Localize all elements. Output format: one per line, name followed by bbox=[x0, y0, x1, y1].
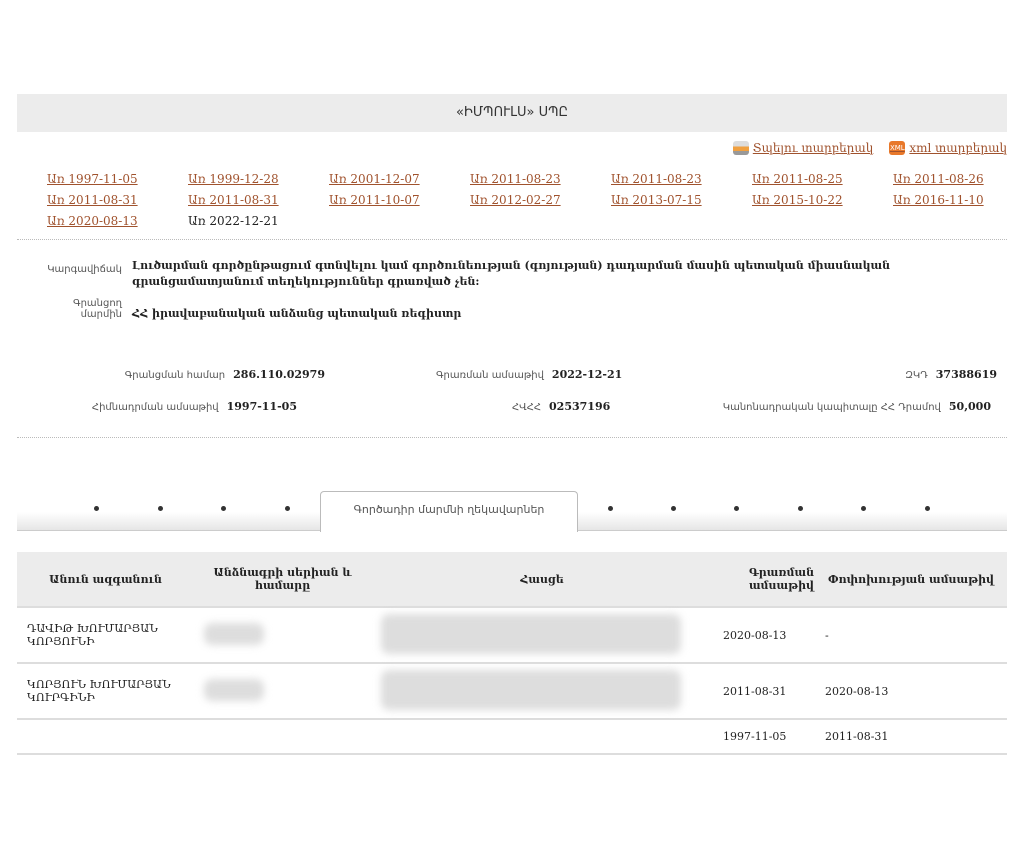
passport-cell bbox=[194, 607, 371, 664]
capital: Կանոնադրական կապիտալը ՀՀ Դրամով 50,000 bbox=[723, 400, 991, 413]
printer-icon bbox=[732, 141, 749, 155]
export-links: Տպելու տարբերակ XML xml տարբերակ bbox=[732, 141, 1007, 155]
version-link[interactable]: Առ 2020-08-13 bbox=[47, 214, 138, 228]
tab-executive-heads[interactable]: Գործադիր մարմնի ղեկավարներ bbox=[320, 491, 578, 532]
version-link[interactable]: Առ 1997-11-05 bbox=[47, 172, 138, 186]
col-reg-date: Գրառման ամսաթիվ bbox=[713, 552, 815, 608]
version-link[interactable]: Առ 2011-08-25 bbox=[752, 172, 843, 186]
tab-dot[interactable] bbox=[221, 506, 226, 511]
reg-date-label: Գրառման ամսաթիվ bbox=[436, 370, 544, 381]
reg-number: Գրանցման համար 286.110.02979 bbox=[125, 368, 325, 381]
version-links: Առ 1997-11-05 Առ 1999-12-28 Առ 2001-12-07 Ա… bbox=[17, 172, 1007, 231]
status-row: Կարգավիճակ Լուծարման գործընթացում գտնվել… bbox=[30, 258, 930, 290]
version-link[interactable]: Առ 2001-12-07 bbox=[329, 172, 420, 186]
reg-number-value: 286.110.02979 bbox=[233, 368, 325, 381]
reg-number-label: Գրանցման համար bbox=[124, 370, 226, 381]
zkd: ԶԿԴ 37388619 bbox=[905, 368, 997, 381]
tab-dot[interactable] bbox=[798, 506, 803, 511]
version-link[interactable]: Առ 2011-08-31 bbox=[47, 193, 138, 207]
reg-date: Գրառման ամսաթիվ 2022-12-21 bbox=[436, 368, 622, 381]
registrar-value: ՀՀ իրավաբանական անձանց պետական ռեգիստր bbox=[132, 307, 462, 320]
passport-cell bbox=[194, 719, 371, 755]
version-link[interactable]: Առ 2013-07-15 bbox=[611, 193, 702, 207]
col-passport: Անձնագրի սերիան և համարը bbox=[194, 552, 371, 608]
address-cell bbox=[371, 607, 713, 664]
executives-table: Անուն ազգանուն Անձնագրի սերիան և համարը … bbox=[17, 552, 1007, 755]
version-link[interactable]: Առ 2011-08-23 bbox=[470, 172, 561, 186]
capital-label: Կանոնադրական կապիտալը ՀՀ Դրամով bbox=[722, 402, 941, 413]
tab-dot[interactable] bbox=[94, 506, 99, 511]
passport-cell bbox=[194, 663, 371, 720]
print-version-link[interactable]: Տպելու տարբերակ bbox=[732, 141, 874, 155]
col-name: Անուն ազգանուն bbox=[17, 552, 194, 608]
status-label: Կարգավիճակ bbox=[47, 264, 122, 275]
redacted-passport bbox=[204, 622, 264, 645]
reg-date-cell: 2011-08-31 bbox=[713, 663, 815, 720]
tab-dot[interactable] bbox=[158, 506, 163, 511]
col-address: Հասցե bbox=[371, 552, 713, 608]
xml-version-link[interactable]: XML xml տարբերակ bbox=[889, 141, 1007, 155]
version-link[interactable]: Առ 2011-08-23 bbox=[611, 172, 702, 186]
status-value: Լուծարման գործընթացում գտնվելու կամ գործ… bbox=[132, 259, 891, 288]
redacted-passport bbox=[204, 678, 264, 701]
version-link[interactable]: Առ 1999-12-28 bbox=[188, 172, 279, 186]
version-link[interactable]: Առ 2012-02-27 bbox=[470, 193, 561, 207]
name-cell: ԴԱՎԻԹ ԽՈՒՄԱՐՅԱՆ ԿՈՐՅՈՒՆԻ bbox=[17, 607, 194, 664]
found-date-value: 1997-11-05 bbox=[226, 400, 297, 413]
table-row: ԿՈՐՅՈՒՆ ԽՈՒՄԱՐՅԱՆ ԿՈՒՐԳԻՆԻ 2011-08-31 20… bbox=[17, 663, 1007, 720]
address-cell bbox=[371, 719, 713, 755]
company-title: «ԻՄՊՈՒԼՍ» ՍՊԸ bbox=[17, 94, 1007, 132]
address-cell bbox=[371, 663, 713, 720]
version-link[interactable]: Առ 2011-10-07 bbox=[329, 193, 420, 207]
tab-dot[interactable] bbox=[861, 506, 866, 511]
xml-icon: XML bbox=[889, 141, 906, 155]
tin: ՀՎՀՀ 02537196 bbox=[512, 400, 610, 413]
redacted-address bbox=[381, 669, 681, 710]
divider bbox=[17, 239, 1007, 240]
change-date-cell: 2011-08-31 bbox=[815, 719, 1007, 755]
name-cell: ԿՈՐՅՈՒՆ ԽՈՒՄԱՐՅԱՆ ԿՈՒՐԳԻՆԻ bbox=[17, 663, 194, 720]
version-link[interactable]: Առ 2015-10-22 bbox=[752, 193, 843, 207]
reg-date-cell: 1997-11-05 bbox=[713, 719, 815, 755]
found-date-label: Հիմնադրման ամսաթիվ bbox=[91, 402, 219, 413]
tab-dot[interactable] bbox=[925, 506, 930, 511]
tab-bar: Գործադիր մարմնի ղեկավարներ bbox=[17, 490, 1007, 532]
divider bbox=[17, 437, 1007, 438]
name-cell bbox=[17, 719, 194, 755]
tab-dot[interactable] bbox=[671, 506, 676, 511]
change-date-cell: - bbox=[815, 607, 1007, 664]
capital-value: 50,000 bbox=[948, 400, 991, 413]
registrar-row: Գրանցող մարմին ՀՀ իրավաբանական անձանց պե… bbox=[30, 298, 930, 320]
reg-date-value: 2022-12-21 bbox=[551, 368, 623, 381]
zkd-value: 37388619 bbox=[935, 368, 997, 381]
registrar-label: Գրանցող մարմին bbox=[73, 298, 122, 320]
table-row: ԴԱՎԻԹ ԽՈՒՄԱՐՅԱՆ ԿՈՐՅՈՒՆԻ 2020-08-13 - bbox=[17, 607, 1007, 664]
table-row: 1997-11-05 2011-08-31 bbox=[17, 719, 1007, 755]
found-date: Հիմնադրման ամսաթիվ 1997-11-05 bbox=[92, 400, 297, 413]
change-date-cell: 2020-08-13 bbox=[815, 663, 1007, 720]
version-link[interactable]: Առ 2011-08-31 bbox=[188, 193, 279, 207]
version-link[interactable]: Առ 2011-08-26 bbox=[893, 172, 984, 186]
tin-value: 02537196 bbox=[549, 400, 611, 413]
tab-dot[interactable] bbox=[285, 506, 290, 511]
xml-label: xml տարբերակ bbox=[909, 141, 1007, 155]
print-label: Տպելու տարբերակ bbox=[752, 141, 874, 155]
tab-dot[interactable] bbox=[608, 506, 613, 511]
version-link[interactable]: Առ 2016-11-10 bbox=[893, 193, 984, 207]
reg-date-cell: 2020-08-13 bbox=[713, 607, 815, 664]
tab-dot[interactable] bbox=[734, 506, 739, 511]
col-change-date: Փոփոխության ամսաթիվ bbox=[815, 552, 1007, 608]
zkd-label: ԶԿԴ bbox=[905, 370, 928, 381]
current-version: Առ 2022-12-21 bbox=[188, 214, 279, 228]
tin-label: ՀՎՀՀ bbox=[512, 402, 542, 413]
redacted-address bbox=[381, 613, 681, 654]
